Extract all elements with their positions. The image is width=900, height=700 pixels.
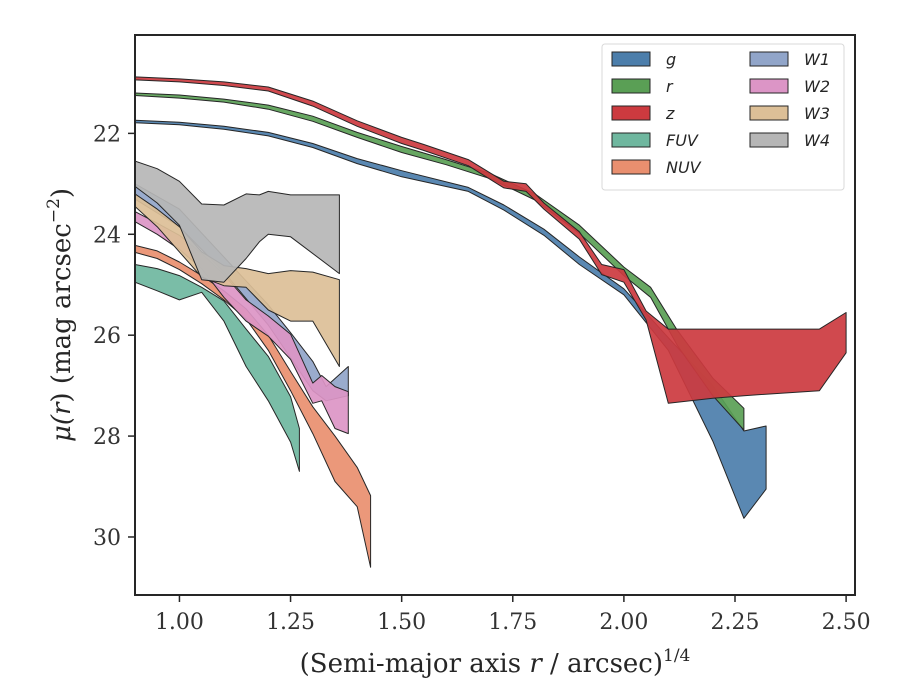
legend-swatch-nuv	[611, 159, 651, 175]
y-axis-title: μ(r) (mag arcsec−2)	[44, 188, 77, 442]
legend-label-nuv: NUV	[666, 158, 702, 177]
x-tick-label: 1.00	[155, 610, 204, 635]
legend-label-w4: W4	[804, 131, 830, 150]
legend-swatch-w3	[749, 105, 789, 121]
y-axis: 22 24 26 28 30	[93, 122, 135, 551]
legend-label-z: z	[665, 104, 675, 123]
legend-swatch-w1	[749, 51, 789, 67]
plot-frame	[134, 34, 856, 596]
x-axis: 1.00 1.25 1.50 1.75 2.00 2.25 2.50	[155, 595, 871, 635]
legend-label-w2: W2	[804, 77, 830, 96]
legend-label-w1: W1	[804, 50, 830, 69]
legend-swatch-r	[611, 78, 651, 94]
band-r	[135, 92, 745, 431]
x-tick-label: 1.50	[377, 610, 426, 635]
legend-swatch-fuv	[611, 132, 651, 148]
x-tick-label: 2.00	[599, 610, 648, 635]
legend: grz FUV NUV W1 W2 W3 W4	[601, 43, 845, 191]
band-w4	[135, 160, 340, 283]
y-tick-label: 24	[93, 223, 121, 248]
x-tick-label: 1.25	[266, 610, 315, 635]
x-tick-label: 2.50	[822, 610, 871, 635]
y-tick-label: 26	[93, 324, 121, 349]
y-tick-label: 30	[93, 526, 121, 551]
y-tick-label: 22	[93, 122, 121, 147]
x-axis-title: (Semi-major axis r / arcsec)1/4	[300, 646, 691, 679]
band-z	[135, 76, 847, 404]
legend-label-fuv: FUV	[666, 131, 699, 150]
x-tick-label: 1.75	[488, 610, 537, 635]
legend-swatch-z	[611, 105, 651, 121]
legend-swatch-g	[611, 51, 651, 67]
legend-label-r: r	[666, 77, 674, 96]
y-tick-label: 28	[93, 425, 121, 450]
x-tick-label: 2.25	[711, 610, 760, 635]
legend-label-g: g	[666, 50, 676, 69]
legend-label-w3: W3	[804, 104, 830, 123]
profile-bands	[135, 76, 847, 568]
legend-swatch-w4	[749, 132, 789, 148]
legend-swatch-w2	[749, 78, 789, 94]
band-fuv	[135, 264, 300, 472]
band-g	[135, 119, 767, 519]
